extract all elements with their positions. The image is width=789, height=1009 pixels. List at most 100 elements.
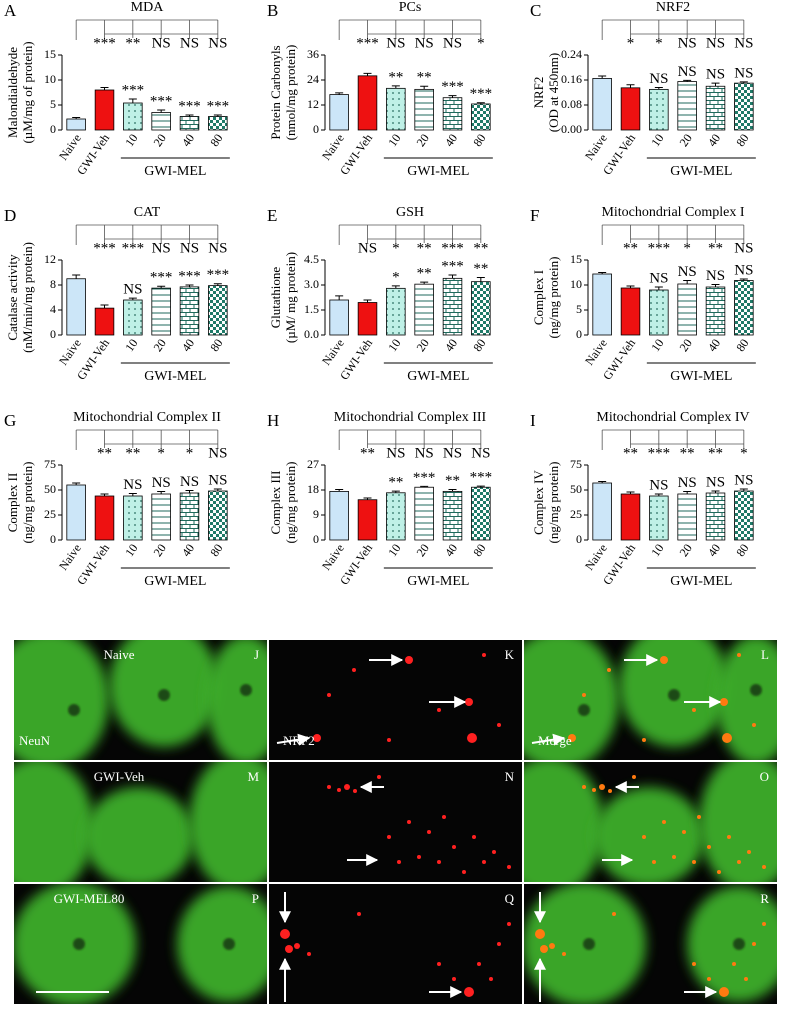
bar	[620, 493, 641, 541]
bar	[208, 116, 228, 131]
error-bar	[654, 87, 663, 90]
nrf2-dot	[607, 668, 611, 672]
error-bar	[448, 274, 457, 279]
y-tick-label: 10	[570, 277, 582, 291]
y-tick-label: 9	[313, 507, 319, 521]
nrf2-dot	[507, 922, 511, 926]
bar	[705, 85, 726, 131]
significance-vs-veh: NS	[678, 264, 697, 280]
neuron	[594, 787, 704, 882]
nrf2-dot	[692, 860, 696, 864]
nrf2-dot	[417, 855, 421, 859]
error-bar	[128, 297, 137, 300]
nrf2-dot	[752, 723, 756, 727]
nrf2-dot	[472, 835, 476, 839]
significance-vs-naive: NS	[471, 445, 490, 461]
nrf2-dot	[719, 987, 729, 997]
error-bar	[157, 109, 166, 113]
error-bar	[335, 92, 344, 95]
nrf2-dot	[387, 738, 391, 742]
y-tick-label: 0.24	[561, 47, 582, 61]
y-tick-label: 50	[44, 482, 56, 496]
significance-vs-naive: **	[623, 240, 638, 256]
channel-label: NeuN	[19, 733, 51, 748]
bar	[179, 492, 200, 541]
x-tick-label: 80	[207, 541, 225, 559]
bar	[442, 490, 463, 541]
nrf2-dot	[568, 734, 576, 742]
error-bar	[100, 304, 109, 309]
error-bar	[363, 497, 372, 500]
significance-vs-naive: **	[708, 240, 723, 256]
y-tick-label: 75	[44, 457, 56, 471]
panel-letter: M	[247, 769, 259, 784]
error-bar	[711, 284, 720, 287]
error-bar	[739, 81, 748, 84]
significance-vs-naive: *	[186, 445, 194, 461]
significance-vs-naive: NS	[208, 240, 227, 256]
x-tick-label: 20	[677, 336, 695, 354]
error-bar	[185, 114, 194, 117]
group-label: GWI-MEL	[144, 574, 206, 589]
significance-vs-naive: *	[477, 35, 485, 51]
nrf2-dot	[352, 668, 356, 672]
bar	[471, 281, 491, 336]
bar	[414, 283, 434, 336]
y-axis-label: (ng/mg protein)	[546, 257, 561, 339]
panel-letter: B	[267, 1, 278, 20]
bar	[386, 287, 406, 336]
error-bar	[391, 85, 400, 89]
y-tick-label: 0.0	[304, 327, 319, 341]
significance-vs-naive: *	[627, 35, 635, 51]
nrf2-dot	[549, 943, 555, 949]
nrf2-dot	[582, 693, 586, 697]
nrf2-dot	[307, 952, 311, 956]
nrf2-dot	[762, 865, 766, 869]
y-tick-label: 8	[50, 277, 56, 291]
panel-letter: L	[761, 647, 769, 662]
x-tick-label: Naive	[319, 541, 347, 573]
channel-label: NRF2	[283, 733, 315, 748]
chart-title: Mitochondrial Complex III	[334, 410, 487, 425]
y-axis-label: NRF2	[531, 77, 546, 109]
y-axis-label: (ng/mg protein)	[20, 462, 35, 544]
significance-vs-veh: NS	[123, 477, 142, 493]
error-bar	[448, 488, 457, 492]
bar	[677, 493, 697, 541]
significance-vs-veh: ***	[441, 79, 464, 95]
y-tick-label: 0	[50, 532, 56, 546]
bar	[442, 97, 463, 131]
bar	[123, 495, 143, 541]
significance-vs-veh: **	[417, 70, 432, 86]
panel-letter: O	[760, 769, 769, 784]
nrf2-dot	[313, 734, 321, 742]
bar	[677, 81, 697, 131]
nucleus	[583, 938, 595, 950]
x-tick-label: 20	[151, 336, 169, 354]
x-tick-label: Naive	[56, 131, 84, 163]
significance-vs-naive: *	[655, 35, 663, 51]
y-tick-label: 75	[570, 457, 582, 471]
error-bar	[335, 488, 344, 492]
nrf2-dot	[464, 987, 474, 997]
nrf2-dot	[642, 835, 646, 839]
error-bar	[711, 490, 720, 493]
x-tick-label: 20	[414, 336, 432, 354]
bar	[357, 302, 378, 336]
bar	[208, 285, 228, 336]
significance-vs-naive: ***	[648, 240, 671, 256]
y-tick-label: 25	[570, 507, 582, 521]
group-label: GWI-MEL	[407, 574, 469, 589]
y-tick-label: 4	[50, 302, 56, 316]
y-axis-label: (ng/mg protein)	[283, 462, 298, 544]
significance-vs-veh: NS	[649, 71, 668, 87]
chart-title: MDA	[131, 0, 165, 15]
x-tick-label: 20	[151, 541, 169, 559]
bar	[94, 495, 115, 541]
y-tick-label: 3.0	[304, 277, 319, 291]
error-bar	[185, 490, 194, 493]
significance-vs-naive: NS	[208, 445, 227, 461]
x-tick-label: Naive	[319, 131, 347, 163]
bar	[66, 278, 86, 336]
nrf2-dot	[762, 922, 766, 926]
